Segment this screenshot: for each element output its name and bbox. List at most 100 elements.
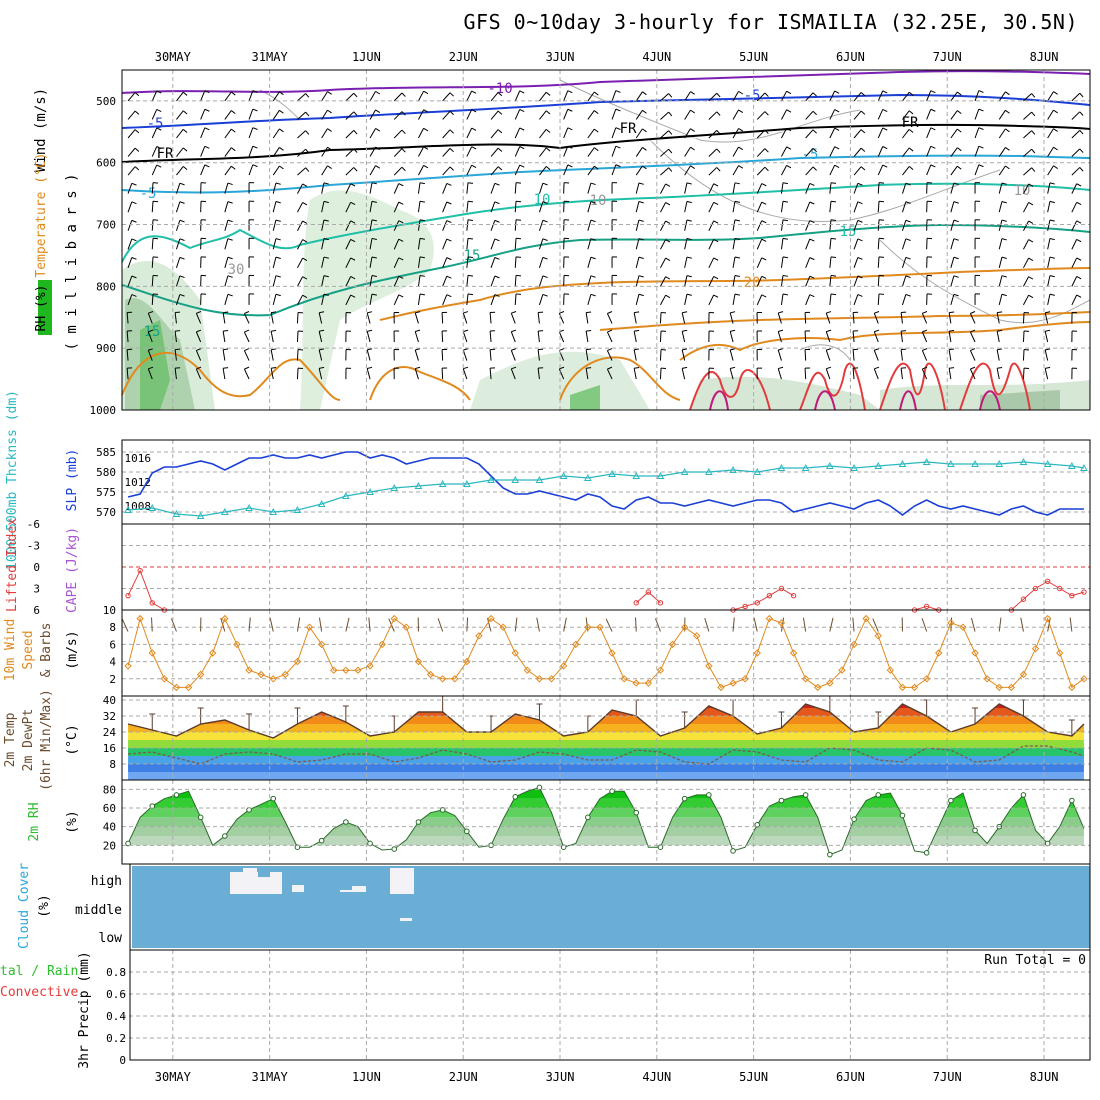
wind-speed-point [148, 649, 156, 657]
wind-barb-flag [542, 238, 548, 241]
rh-point [318, 837, 325, 844]
axis-label-cloud-unit: (%) [37, 894, 52, 917]
wind-barb [442, 129, 451, 139]
wind-barb-flag [1028, 294, 1034, 299]
wind-barb [633, 312, 637, 324]
date-label-top-2: 1JUN [352, 50, 381, 64]
wind-barb-flag [615, 145, 621, 149]
wind-barb-flag [134, 110, 140, 115]
wind-barb-flag [953, 182, 959, 186]
wind-barb-flag [1079, 148, 1084, 153]
wind-barb [998, 182, 1003, 194]
wind-barb-flag [401, 166, 406, 172]
wind-barb [393, 220, 400, 231]
wind-speed-point [1031, 644, 1040, 653]
thickness-point [124, 505, 132, 513]
wind-barb [175, 257, 181, 268]
wind-barb-flag [930, 127, 936, 131]
wind-speed-point [426, 670, 435, 679]
wind-barb [297, 220, 304, 231]
wind-barb-flag [949, 367, 955, 369]
wind-barb-flag [327, 109, 332, 114]
wind-barb [558, 368, 565, 380]
wind-barb-flag [305, 93, 310, 98]
wind-barb [243, 350, 250, 361]
wind-barb [681, 312, 686, 324]
wind-barb [732, 201, 736, 213]
wind-barb-flag [586, 348, 592, 351]
wind-barb-flag [615, 127, 621, 130]
axis-label-wind-3: & Barbs [39, 623, 54, 678]
wind-barb-flag [874, 366, 880, 370]
wind-barb [366, 349, 371, 361]
rh-point [585, 814, 591, 821]
wind-barb-flag [511, 366, 517, 370]
wind-barb [272, 91, 280, 102]
wind-barb-flag [782, 274, 788, 277]
wind-barb [635, 165, 643, 176]
wind-barb [345, 220, 352, 231]
wind-barb [345, 294, 352, 306]
wind-barb [777, 312, 782, 324]
wind-barb [272, 110, 280, 120]
boundary-layer-contour-8 [679, 321, 1091, 361]
wind-barb-flag [497, 147, 503, 152]
axis-label-precip-total: tal / Rain [0, 964, 78, 979]
rh-tick-80: 80 [103, 783, 116, 796]
wind-barb-flag [1053, 91, 1058, 95]
surface-wind-barb [1020, 617, 1024, 632]
wind-speed-point [959, 623, 967, 631]
wind-barb [466, 256, 469, 268]
wind-barb [1023, 93, 1032, 102]
wind-barb-flag [716, 148, 721, 153]
wind-barb-flag [1031, 148, 1036, 154]
wind-barb [345, 202, 352, 213]
wind-barb-flag [182, 128, 188, 133]
wind-barb-flag [638, 293, 644, 297]
wind-barb [393, 148, 403, 157]
wind-barb-flag [156, 146, 162, 150]
rh-point [173, 792, 180, 798]
wind-barb [684, 294, 688, 306]
wind-barb [321, 219, 325, 231]
wind-barb [606, 350, 613, 361]
wind-barb-flag [567, 127, 573, 131]
wind-barb [660, 111, 669, 120]
wind-speed-point [523, 666, 532, 674]
wind-barb [224, 294, 229, 306]
contour-label-9: 10 [590, 193, 607, 209]
wind-barb-flag [734, 182, 740, 185]
wind-barb-flag [1005, 147, 1010, 151]
axis-label-wind-1: 10m Wind [3, 619, 18, 682]
wind-barb [587, 238, 592, 250]
wind-barb [853, 201, 859, 213]
wind-barb [147, 331, 153, 343]
wind-barb [853, 294, 859, 306]
wind-barb-flag [204, 145, 210, 149]
wind-barb [466, 127, 473, 139]
wind-barb [684, 256, 688, 268]
wind-barb-flag [182, 166, 188, 170]
wind-barb [756, 257, 763, 269]
wind-barb [466, 293, 469, 305]
wind-barb [659, 368, 662, 380]
wind-barb-flag [231, 110, 236, 115]
wind-barb [296, 330, 299, 343]
panel-frame-upper [121, 69, 1091, 411]
wind-barb [1071, 239, 1078, 250]
lifted-index-point [137, 567, 143, 574]
wind-barb-flag [494, 219, 500, 223]
wind-speed-point [305, 623, 314, 631]
rh-point [125, 840, 131, 847]
wind-barb-flag [302, 183, 308, 187]
wind-barb [1022, 312, 1025, 324]
wind-barb [756, 201, 763, 213]
wind-barb [369, 219, 373, 231]
wind-barb [606, 313, 613, 324]
wind-barb [272, 275, 277, 287]
wind-barb [345, 257, 352, 269]
wind-barb [974, 108, 980, 120]
wind-barb [825, 312, 831, 324]
wind-barb [466, 201, 469, 213]
cloud-patch [243, 868, 257, 873]
